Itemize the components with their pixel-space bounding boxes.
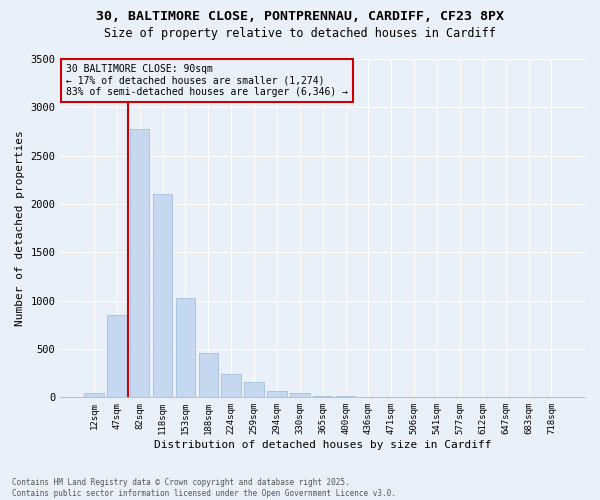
Bar [336, 396, 355, 398]
Bar [153, 194, 172, 398]
Bar [221, 374, 241, 398]
Bar [313, 396, 332, 398]
Bar [244, 382, 264, 398]
Y-axis label: Number of detached properties: Number of detached properties [15, 130, 25, 326]
Bar [267, 391, 287, 398]
Bar [176, 298, 195, 398]
X-axis label: Distribution of detached houses by size in Cardiff: Distribution of detached houses by size … [154, 440, 491, 450]
Bar [130, 128, 149, 398]
Bar [290, 393, 310, 398]
Bar [199, 354, 218, 398]
Text: Size of property relative to detached houses in Cardiff: Size of property relative to detached ho… [104, 28, 496, 40]
Text: Contains HM Land Registry data © Crown copyright and database right 2025.
Contai: Contains HM Land Registry data © Crown c… [12, 478, 396, 498]
Bar [107, 315, 127, 398]
Text: 30, BALTIMORE CLOSE, PONTPRENNAU, CARDIFF, CF23 8PX: 30, BALTIMORE CLOSE, PONTPRENNAU, CARDIF… [96, 10, 504, 23]
Text: 30 BALTIMORE CLOSE: 90sqm
← 17% of detached houses are smaller (1,274)
83% of se: 30 BALTIMORE CLOSE: 90sqm ← 17% of detac… [65, 64, 347, 98]
Bar [84, 392, 104, 398]
